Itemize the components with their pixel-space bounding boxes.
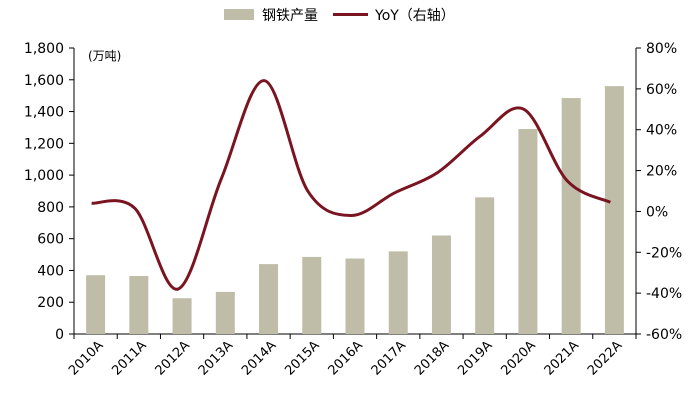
left-axis-tick-label: 1,200 xyxy=(24,136,64,152)
x-axis-tick-label: 2022A xyxy=(585,338,625,378)
x-axis-tick-label: 2020A xyxy=(498,338,538,378)
x-axis-tick-label: 2014A xyxy=(239,338,279,378)
bar xyxy=(172,298,192,334)
left-axis-tick-label: 1,000 xyxy=(24,168,64,184)
left-axis-tick-label: 0 xyxy=(55,327,64,343)
x-axis-tick-label: 2013A xyxy=(196,338,236,378)
x-axis-tick-label: 2011A xyxy=(109,338,149,378)
right-axis-tick-label: 60% xyxy=(646,82,677,98)
x-axis-tick-label: 2019A xyxy=(455,338,495,378)
left-axis-tick-label: 600 xyxy=(37,232,64,248)
right-axis-tick-label: -20% xyxy=(646,245,682,261)
right-axis-tick-label: 80% xyxy=(646,41,677,57)
bar xyxy=(302,256,322,334)
bar xyxy=(475,197,495,334)
bar xyxy=(604,86,624,334)
left-axis-tick-label: 200 xyxy=(37,295,64,311)
left-axis-tick-label: 800 xyxy=(37,200,64,216)
left-axis-tick-label: 400 xyxy=(37,263,64,279)
bar xyxy=(561,98,581,334)
bar xyxy=(86,275,106,334)
left-axis-unit-label: (万吨) xyxy=(88,49,121,63)
x-axis-tick-label: 2015A xyxy=(282,338,322,378)
x-axis-tick-label: 2017A xyxy=(369,338,409,378)
legend-swatch-bar xyxy=(224,9,254,20)
right-axis-tick-label: 40% xyxy=(646,123,677,139)
bar xyxy=(259,264,279,334)
left-axis-tick-label: 1,600 xyxy=(24,73,64,89)
bar xyxy=(518,129,538,334)
right-axis-tick-label: 20% xyxy=(646,164,677,180)
x-axis-tick-label: 2021A xyxy=(542,338,582,378)
bar xyxy=(129,276,149,334)
x-axis-tick-label: 2012A xyxy=(153,338,193,378)
bar xyxy=(431,235,451,334)
right-axis-tick-label: -60% xyxy=(646,327,682,343)
legend-label-line: YoY（右轴） xyxy=(374,8,455,24)
legend: 钢铁产量 YoY（右轴） xyxy=(224,8,455,24)
bar xyxy=(388,251,408,334)
x-axis-tick-label: 2016A xyxy=(326,338,366,378)
right-axis-tick-label: -40% xyxy=(646,286,682,302)
legend-label-bar: 钢铁产量 xyxy=(262,8,318,24)
x-axis-tick-label: 2018A xyxy=(412,338,452,378)
left-axis-tick-label: 1,800 xyxy=(24,41,64,57)
yoy-line xyxy=(91,79,612,291)
x-axis-tick-label: 2010A xyxy=(66,338,106,378)
bar xyxy=(215,291,235,334)
bar-series xyxy=(86,86,624,334)
left-axis-tick-label: 1,400 xyxy=(24,105,64,121)
bar xyxy=(345,258,365,334)
right-axis-tick-label: 0% xyxy=(646,204,668,220)
line-series xyxy=(91,79,612,291)
